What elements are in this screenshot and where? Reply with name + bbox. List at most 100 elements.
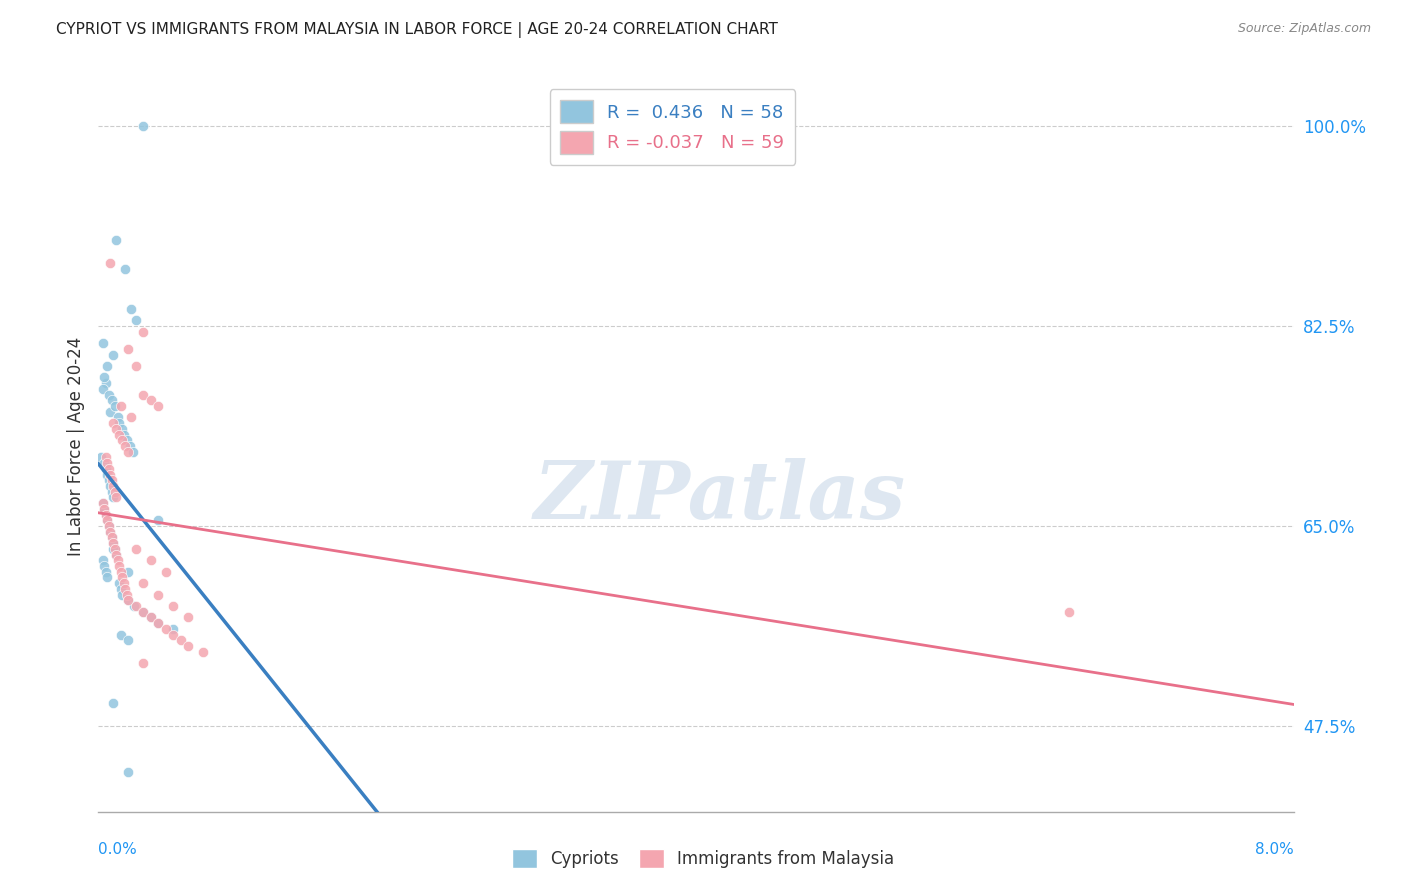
- Point: [114, 261, 136, 276]
- Point: [132, 605, 155, 619]
- Point: [96, 456, 118, 470]
- Point: [139, 393, 162, 408]
- Point: [103, 491, 125, 505]
- Point: [110, 399, 132, 413]
- Point: [132, 605, 155, 619]
- Point: [107, 410, 129, 425]
- Point: [101, 530, 124, 544]
- Point: [124, 599, 146, 613]
- Point: [191, 645, 214, 659]
- Point: [117, 444, 139, 458]
- Point: [107, 553, 129, 567]
- Point: [93, 501, 115, 516]
- Legend: R =  0.436   N = 58, R = -0.037   N = 59: R = 0.436 N = 58, R = -0.037 N = 59: [550, 89, 796, 165]
- Point: [98, 405, 122, 419]
- Point: [177, 610, 200, 624]
- Point: [177, 639, 200, 653]
- Text: ZIPatlas: ZIPatlas: [534, 458, 905, 536]
- Point: [96, 467, 118, 482]
- Point: [117, 593, 139, 607]
- Point: [98, 467, 122, 482]
- Point: [103, 416, 125, 430]
- Point: [97, 473, 120, 487]
- Point: [148, 616, 170, 631]
- Point: [101, 473, 124, 487]
- Point: [104, 484, 127, 499]
- Point: [98, 524, 122, 539]
- Point: [162, 599, 184, 613]
- Point: [132, 325, 155, 339]
- Point: [169, 633, 191, 648]
- Point: [111, 434, 134, 448]
- Point: [115, 588, 138, 602]
- Point: [155, 622, 177, 636]
- Point: [96, 359, 118, 373]
- Point: [105, 422, 128, 436]
- Point: [120, 410, 142, 425]
- Point: [148, 399, 170, 413]
- Point: [117, 593, 139, 607]
- Point: [117, 565, 139, 579]
- Point: [132, 387, 155, 401]
- Point: [117, 633, 139, 648]
- Point: [101, 393, 124, 408]
- Point: [103, 696, 125, 710]
- Point: [105, 548, 128, 562]
- Point: [120, 301, 142, 316]
- Point: [98, 479, 122, 493]
- Point: [125, 313, 148, 327]
- Point: [125, 541, 148, 556]
- Point: [98, 524, 122, 539]
- Point: [125, 359, 148, 373]
- Point: [162, 622, 184, 636]
- Point: [91, 382, 114, 396]
- Text: 0.0%: 0.0%: [98, 842, 138, 857]
- Point: [94, 462, 117, 476]
- Point: [105, 233, 128, 247]
- Point: [115, 434, 138, 448]
- Point: [91, 496, 114, 510]
- Point: [97, 387, 120, 401]
- Point: [93, 559, 115, 574]
- Legend: Cypriots, Immigrants from Malaysia: Cypriots, Immigrants from Malaysia: [505, 842, 901, 875]
- Point: [114, 439, 136, 453]
- Point: [97, 519, 120, 533]
- Point: [103, 536, 125, 550]
- Text: 8.0%: 8.0%: [1254, 842, 1294, 857]
- Point: [103, 541, 125, 556]
- Point: [108, 559, 131, 574]
- Point: [91, 553, 114, 567]
- Point: [110, 582, 132, 596]
- Point: [96, 513, 118, 527]
- Point: [104, 541, 127, 556]
- Point: [97, 519, 120, 533]
- Point: [125, 599, 148, 613]
- Point: [91, 336, 114, 351]
- Point: [132, 576, 155, 591]
- Point: [110, 565, 132, 579]
- Point: [110, 627, 132, 641]
- Point: [108, 576, 131, 591]
- Point: [111, 570, 134, 584]
- Point: [103, 479, 125, 493]
- Point: [98, 256, 122, 270]
- Point: [148, 513, 170, 527]
- Point: [108, 416, 131, 430]
- Point: [94, 508, 117, 522]
- Point: [1059, 605, 1081, 619]
- Point: [93, 370, 115, 384]
- Point: [111, 422, 134, 436]
- Point: [132, 119, 155, 133]
- Point: [112, 576, 135, 591]
- Point: [105, 548, 128, 562]
- Point: [155, 565, 177, 579]
- Point: [104, 399, 127, 413]
- Point: [93, 501, 115, 516]
- Point: [97, 462, 120, 476]
- Point: [90, 450, 112, 465]
- Point: [93, 456, 115, 470]
- Point: [112, 427, 135, 442]
- Text: CYPRIOT VS IMMIGRANTS FROM MALAYSIA IN LABOR FORCE | AGE 20-24 CORRELATION CHART: CYPRIOT VS IMMIGRANTS FROM MALAYSIA IN L…: [56, 22, 778, 38]
- Point: [148, 616, 170, 631]
- Point: [101, 530, 124, 544]
